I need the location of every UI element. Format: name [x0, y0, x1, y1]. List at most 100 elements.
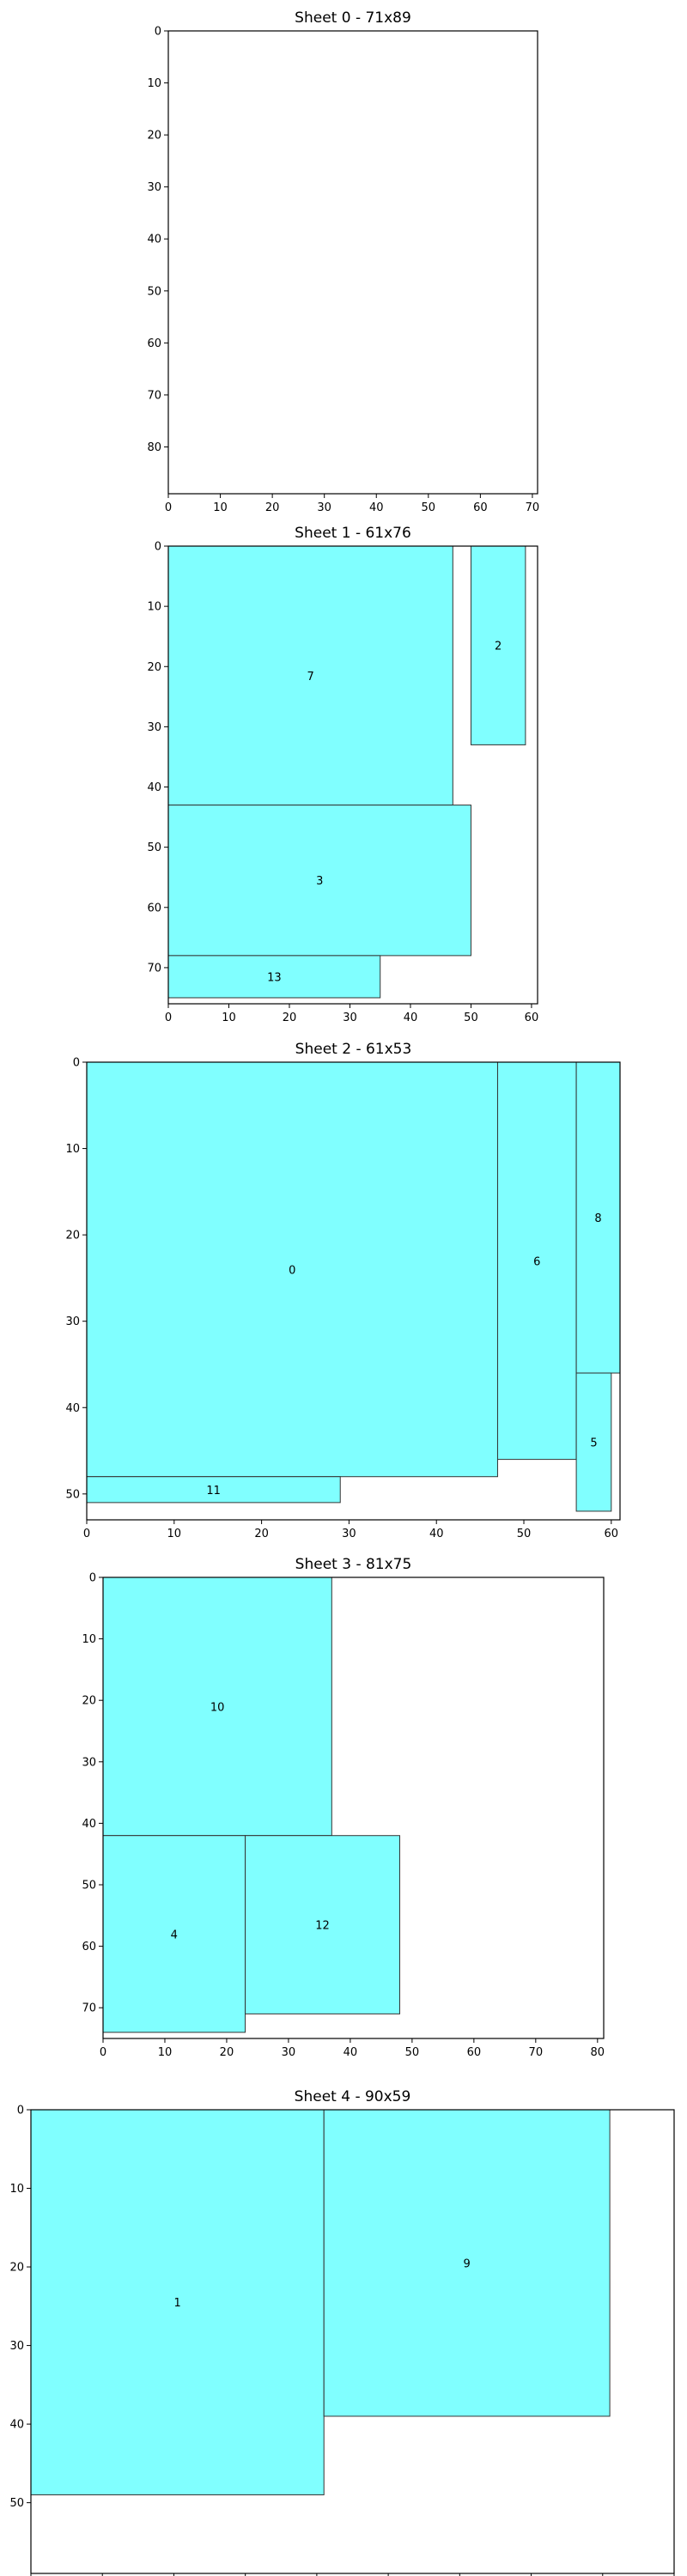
y-tick-label: 20 — [65, 1230, 80, 1242]
y-tick-label: 30 — [147, 721, 161, 734]
sheet-panel-2: Sheet 2 - 61x53 0 6 8 5 11 0 10 20 30 40 50 60 0 10 20 3… — [65, 1041, 621, 1540]
x-tick-label: 30 — [343, 1012, 357, 1024]
y-tick-label: 70 — [147, 962, 161, 975]
x-tick-label: 60 — [473, 501, 488, 514]
x-tick-label: 40 — [344, 2046, 358, 2059]
axes-frame — [30, 2109, 675, 2574]
y-tick-label: 50 — [147, 841, 161, 854]
y-tick-label: 80 — [147, 441, 161, 454]
axes-frame — [167, 30, 538, 495]
sheet-panel-3: Sheet 3 - 81x75 10 4 12 0 10 20 30 40 50 60 70 80 0 10… — [82, 1556, 605, 2059]
x-tick-label: 60 — [525, 1012, 539, 1024]
x-tick-label: 50 — [405, 2046, 420, 2059]
x-tick-label: 50 — [517, 1528, 532, 1540]
rect-label-1: 1 — [173, 2297, 180, 2310]
packed-rect-2 — [470, 545, 526, 745]
panel-title: Sheet 0 - 71x89 — [295, 9, 411, 27]
y-tick-label: 20 — [9, 2262, 24, 2275]
y-tick-label: 20 — [147, 661, 161, 674]
axes-frame — [86, 1061, 621, 1521]
packed-rect-12 — [245, 1835, 400, 2014]
x-tick-label: 20 — [283, 1012, 297, 1024]
packed-rect-5 — [575, 1372, 612, 1512]
y-tick-label: 70 — [147, 389, 161, 402]
plot-background — [168, 31, 538, 494]
y-tick-label: 30 — [82, 1756, 96, 1769]
x-tick-label: 30 — [317, 501, 331, 514]
y-tick-label: 10 — [147, 601, 161, 614]
x-tick-label: 80 — [591, 2046, 605, 2059]
packed-rect-10 — [102, 1577, 332, 1837]
x-tick-label: 60 — [467, 2046, 482, 2059]
rect-label-13: 13 — [267, 971, 282, 984]
rect-label-4: 4 — [171, 1929, 178, 1941]
panel-title: Sheet 2 - 61x53 — [295, 1041, 412, 1058]
x-tick-label: 20 — [220, 2046, 234, 2059]
rect-label-6: 6 — [533, 1255, 540, 1268]
x-tick-label: 20 — [265, 501, 280, 514]
x-tick-label: 60 — [605, 1528, 619, 1540]
y-tick-label: 30 — [9, 2340, 24, 2353]
x-tick-label: 0 — [165, 501, 172, 514]
x-tick-label: 50 — [422, 501, 436, 514]
rect-label-5: 5 — [590, 1437, 597, 1449]
y-tick-label: 70 — [82, 2002, 96, 2015]
rect-label-11: 11 — [206, 1485, 221, 1498]
x-tick-label: 40 — [404, 1012, 418, 1024]
y-tick-label: 10 — [147, 77, 161, 90]
x-tick-label: 10 — [158, 2046, 173, 2059]
x-tick-label: 10 — [222, 1012, 236, 1024]
y-tick-label: 40 — [9, 2419, 24, 2432]
rect-label-0: 0 — [289, 1264, 295, 1277]
rect-label-2: 2 — [495, 641, 502, 653]
rect-label-12: 12 — [315, 1920, 330, 1933]
packed-rect-13 — [167, 955, 381, 999]
rect-label-9: 9 — [464, 2257, 471, 2270]
y-tick-label: 0 — [155, 26, 161, 39]
y-tick-label: 0 — [89, 1572, 96, 1585]
y-tick-label: 50 — [65, 1488, 80, 1501]
y-tick-label: 50 — [9, 2497, 24, 2510]
y-tick-label: 20 — [147, 130, 161, 143]
y-tick-label: 0 — [73, 1057, 80, 1070]
x-tick-label: 20 — [254, 1528, 269, 1540]
y-tick-label: 10 — [9, 2183, 24, 2196]
y-tick-label: 40 — [147, 234, 161, 246]
x-tick-label: 0 — [165, 1012, 172, 1024]
x-tick-label: 10 — [213, 501, 228, 514]
x-tick-label: 10 — [167, 1528, 182, 1540]
panel-title: Sheet 3 - 81x75 — [295, 1556, 412, 1573]
packed-rect-9 — [323, 2109, 611, 2417]
y-tick-label: 40 — [147, 781, 161, 794]
y-tick-label: 0 — [17, 2105, 24, 2117]
x-tick-label: 70 — [526, 501, 540, 514]
panel-title: Sheet 1 - 61x76 — [295, 525, 411, 542]
x-tick-label: 40 — [369, 501, 384, 514]
rect-label-7: 7 — [307, 671, 314, 683]
packed-rect-1 — [30, 2109, 325, 2495]
y-tick-label: 30 — [65, 1315, 80, 1328]
y-tick-label: 10 — [65, 1143, 80, 1156]
x-tick-label: 50 — [464, 1012, 478, 1024]
y-tick-label: 60 — [147, 337, 161, 350]
y-tick-label: 60 — [82, 1941, 96, 1953]
rect-label-10: 10 — [210, 1701, 225, 1714]
x-tick-label: 40 — [429, 1528, 444, 1540]
packed-rect-0 — [86, 1061, 498, 1478]
rect-label-3: 3 — [316, 875, 323, 888]
x-tick-label: 30 — [342, 1528, 356, 1540]
x-tick-label: 30 — [282, 2046, 296, 2059]
x-tick-label: 70 — [529, 2046, 544, 2059]
axes-frame — [102, 1577, 605, 2039]
axes-frame — [167, 545, 538, 1005]
y-tick-label: 20 — [82, 1695, 96, 1708]
y-tick-label: 40 — [65, 1402, 80, 1415]
packed-rect-6 — [496, 1061, 577, 1461]
rect-label-8: 8 — [594, 1212, 601, 1225]
y-tick-label: 0 — [155, 541, 161, 554]
sheet-panel-1: Sheet 1 - 61x76 7 2 3 13 0 10 20 30 40 50 60 0 10 20 30… — [147, 525, 538, 1024]
y-tick-label: 40 — [82, 1818, 96, 1831]
y-tick-label: 50 — [147, 285, 161, 298]
sheet-panel-4: Sheet 4 - 90x591901020304050607080900102… — [9, 2088, 675, 2576]
panel-title: Sheet 4 - 90x59 — [295, 2088, 411, 2105]
